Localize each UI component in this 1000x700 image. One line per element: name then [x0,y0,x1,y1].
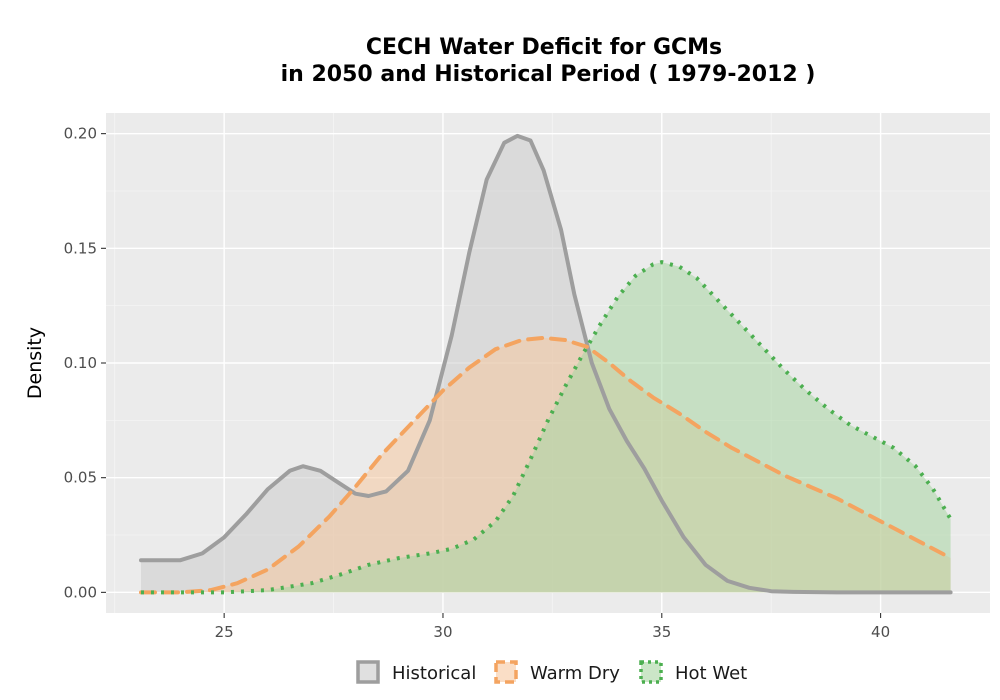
x-tick-label: 40 [871,623,890,641]
warm-dry-legend-key [494,660,518,684]
y-axis-label: Density [24,327,46,399]
legend: Historical Warm Dry Hot Wet [356,660,747,684]
warm-dry-density-line [139,335,953,595]
historical-legend-label: Historical [392,663,476,684]
x-tick-label: 30 [433,623,452,641]
density-fills [141,135,951,593]
y-tick-label: 0.15 [64,239,97,257]
x-tick-label: 35 [652,623,671,641]
axis-ticks: 25 30 35 40 0.00 0.05 0.10 0.15 0.20 [64,125,891,641]
historical-legend-key [356,660,380,684]
chart-subtitle: in 2050 and Historical Period ( 1979-201… [281,62,816,87]
y-tick-label: 0.10 [64,354,97,372]
chart-title: CECH Water Deficit for GCMs [366,35,722,60]
hot-wet-legend-label: Hot Wet [675,663,747,684]
y-tick-label: 0.20 [64,125,97,143]
x-tick-label: 25 [215,623,234,641]
hot-wet-density-area [141,262,951,593]
density-lines [139,133,953,595]
y-tick-label: 0.05 [64,469,97,487]
hot-wet-density-line [141,260,953,595]
warm-dry-legend-label: Warm Dry [530,663,620,684]
historical-density-line [139,133,953,595]
hot-wet-legend-key [639,660,663,684]
y-tick-label: 0.00 [64,583,97,601]
